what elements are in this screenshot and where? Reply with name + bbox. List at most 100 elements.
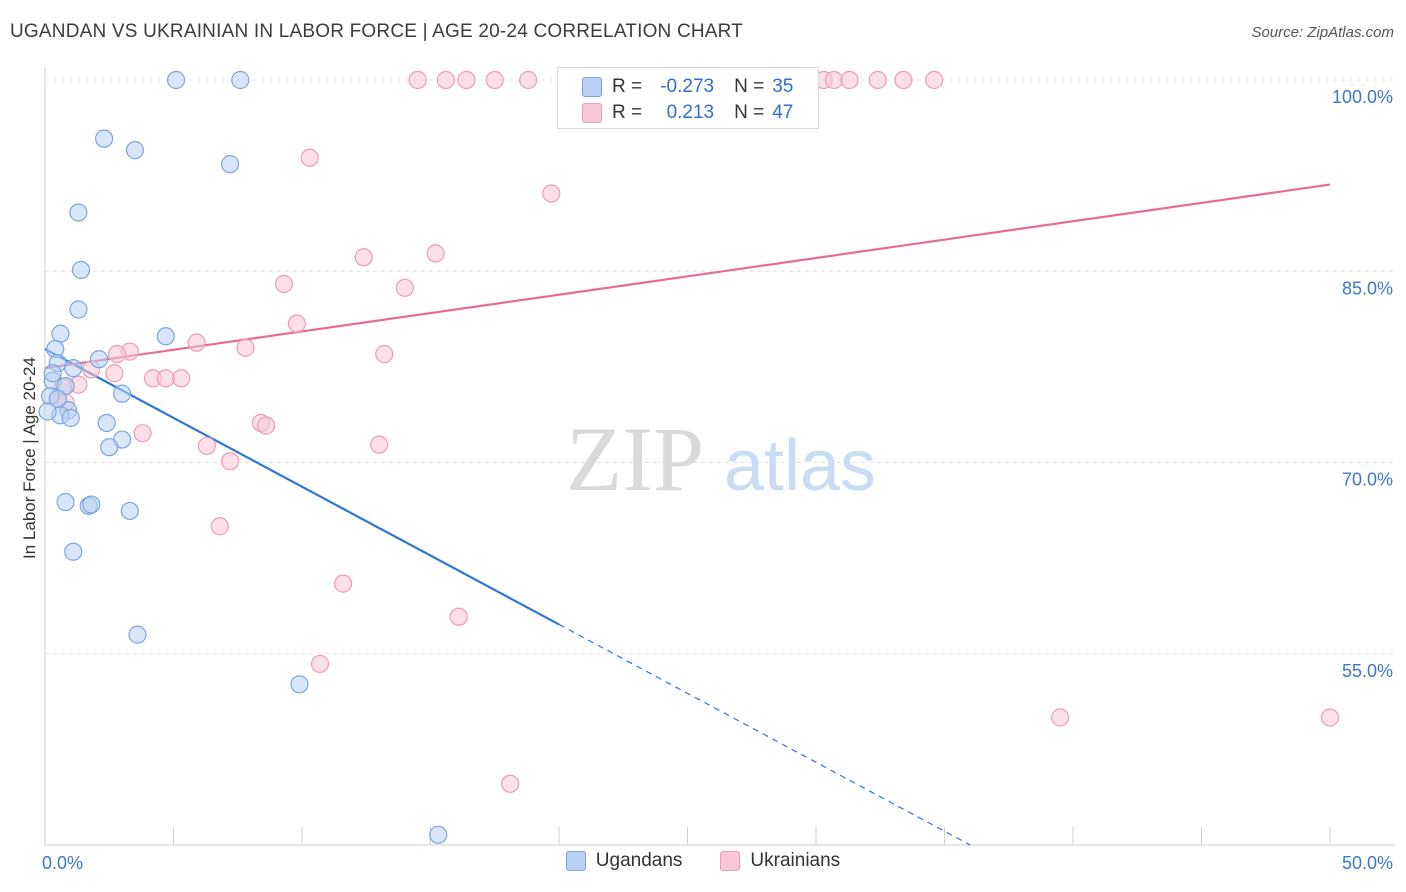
watermark-zip: ZIP [566, 408, 704, 510]
ugandans-point [51, 324, 70, 343]
ugandans-point [71, 260, 91, 280]
n-label: N = [734, 76, 765, 97]
ukrainians-point [107, 345, 127, 364]
ukrainians-point [334, 574, 353, 593]
r-label: R = [612, 76, 643, 97]
ugandans-point [290, 675, 309, 694]
ugandans-point [82, 495, 101, 514]
r-value: 0.213 [666, 102, 715, 123]
ugandans-point [166, 70, 186, 90]
ugandans-point [48, 389, 67, 408]
ukrainians-point [236, 338, 255, 357]
ukrainians-point [519, 70, 538, 90]
r-value: -0.273 [660, 76, 715, 97]
ugandans-point [128, 625, 147, 644]
ugandans-swatch [565, 851, 586, 871]
ukrainians-point [300, 148, 319, 167]
stats-row-ugandans: R = -0.273 N = 35 [582, 74, 793, 100]
ugandans-point [231, 70, 250, 90]
ukrainians-point [220, 452, 240, 471]
n-value: 47 [772, 102, 794, 123]
ugandans-point [64, 542, 83, 561]
ugandans-point [112, 384, 132, 403]
ukrainians-point [256, 416, 276, 435]
ukrainians-point [824, 70, 844, 90]
ugandans-point [95, 129, 114, 148]
ugandans-point [61, 408, 80, 427]
ukrainians-swatch [720, 851, 741, 871]
n-value: 35 [772, 76, 794, 97]
ukrainians-point [310, 654, 330, 674]
ukrainians-point [426, 244, 445, 263]
legend-label: Ukrainians [750, 850, 841, 871]
ukrainians-point [133, 424, 152, 443]
ukrainians-point [840, 70, 859, 90]
ugandans-trend-extension [558, 623, 971, 846]
ugandans-point [38, 402, 57, 421]
ukrainians-point [105, 364, 124, 383]
ugandans-point [64, 359, 83, 378]
series-legend: Ugandans Ukrainians [0, 850, 1406, 872]
ukrainians-point [868, 70, 887, 90]
trend-lines [44, 183, 1331, 846]
ugandans-point [69, 300, 88, 319]
ukrainians-point [1051, 708, 1070, 727]
r-label: R = [612, 102, 643, 123]
ugandans-point [100, 438, 119, 457]
ugandans-point [97, 413, 116, 433]
ugandans-point [56, 492, 75, 512]
axes [44, 68, 1395, 846]
ugandans-point [43, 364, 62, 383]
ukrainians-trend-line [44, 183, 1331, 370]
ukrainians-point [436, 70, 456, 90]
ukrainians-point [375, 345, 394, 364]
legend-label: Ugandans [595, 850, 683, 871]
ukrainians-point [274, 274, 294, 294]
chart-title: UGANDAN VS UKRAINIAN IN LABOR FORCE | AG… [10, 21, 744, 42]
ukrainians-point [354, 248, 373, 267]
watermark: ZIP atlas [566, 408, 876, 510]
stats-legend: R = -0.273 N = 35 R = 0.213 N = 47 [557, 67, 819, 129]
ukrainians-point [172, 369, 191, 388]
ukrainians-point [894, 70, 913, 90]
ugandans-point [89, 350, 109, 369]
ukrainians-point [542, 184, 561, 203]
ukrainians-point [287, 314, 306, 333]
ukrainians-point [485, 70, 504, 90]
y-tick-label: 85.0% [1342, 278, 1393, 298]
watermark-atlas: atlas [724, 426, 876, 506]
ukrainians-point [457, 70, 476, 90]
legend-item-ukrainians[interactable]: Ukrainians [720, 850, 840, 872]
ugandans-point [429, 825, 448, 844]
ukrainians-point [925, 70, 944, 90]
ukrainians-point [1320, 708, 1340, 727]
x-tick-label: 50.0% [1342, 853, 1393, 873]
ugandans-point [220, 155, 240, 174]
y-tick-label: 70.0% [1342, 470, 1393, 490]
source-credit: Source: ZipAtlas.com [1251, 24, 1394, 41]
ukrainians-point [187, 333, 206, 352]
stats-row-ukrainians: R = 0.213 N = 47 [582, 100, 793, 126]
data-points [38, 70, 1340, 844]
gridlines [45, 79, 1395, 655]
ukrainians-point [210, 517, 229, 536]
ukrainians-point [395, 278, 414, 297]
legend-item-ugandans[interactable]: Ugandans [565, 850, 683, 872]
ukrainians-swatch [582, 103, 602, 123]
ugandans-point [69, 203, 88, 222]
tick-labels: 55.0% 70.0% 85.0% 100.0% 0.0% 50.0% [42, 87, 1393, 873]
y-tick-label: 100.0% [1332, 87, 1393, 107]
ukrainians-point [501, 774, 520, 793]
ugandans-point [125, 141, 145, 160]
ukrainians-point [408, 70, 427, 90]
ugandans-point [120, 501, 139, 521]
ugandans-point [156, 327, 175, 346]
ukrainians-point [370, 435, 389, 454]
ukrainians-point [449, 607, 468, 626]
x-tick-label: 0.0% [42, 853, 83, 873]
ukrainians-point [156, 369, 175, 388]
n-label: N = [734, 102, 765, 123]
ugandans-swatch [582, 77, 602, 97]
ukrainians-point [197, 436, 217, 456]
